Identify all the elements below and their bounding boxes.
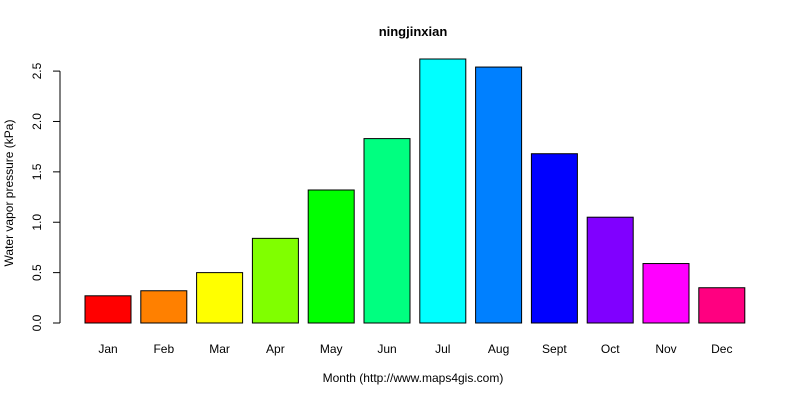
bar-oct [586,216,634,324]
bar-nov [642,263,690,324]
bar-jan [84,295,132,324]
bar-jul [419,58,467,324]
x-tick-label: Jul [435,342,450,356]
bar-may [307,189,355,324]
x-tick-label: Nov [655,342,676,356]
y-axis: 0.0 0.5 1.0 1.5 2.0 2.5 [30,62,61,331]
x-tick-label: Jun [377,342,396,356]
x-tick-labels: Jan Feb Mar Apr May Jun Jul Aug Sept Oct Nov Dec [98,342,732,356]
x-tick-label: May [320,342,343,356]
x-axis-label: Month (http://www.maps4gis.com) [323,371,504,385]
bar-dec [698,287,746,324]
y-tick-label: 1.0 [30,214,44,231]
bars [84,58,746,324]
y-tick-label: 2.0 [30,113,44,130]
x-tick-label: Oct [601,342,620,356]
y-tick-label: 2.5 [30,62,44,79]
y-tick-label: 0.5 [30,264,44,281]
x-tick-label: Jan [98,342,117,356]
bar-sept [530,153,578,324]
bar-feb [140,290,188,324]
x-tick-label: Sept [542,342,567,356]
x-tick-label: Feb [153,342,174,356]
bar-apr [251,237,299,324]
y-tick-label: 0.0 [30,314,44,331]
bar-aug [475,66,523,324]
bar-jun [363,138,411,324]
y-axis-label: Water vapor pressure (kPa) [2,120,16,267]
x-tick-label: Mar [209,342,230,356]
x-tick-label: Dec [711,342,732,356]
chart-title: ningjinxian [379,24,448,39]
bar-mar [196,272,244,324]
x-tick-label: Aug [488,342,509,356]
x-tick-label: Apr [266,342,285,356]
y-tick-label: 1.5 [30,163,44,180]
